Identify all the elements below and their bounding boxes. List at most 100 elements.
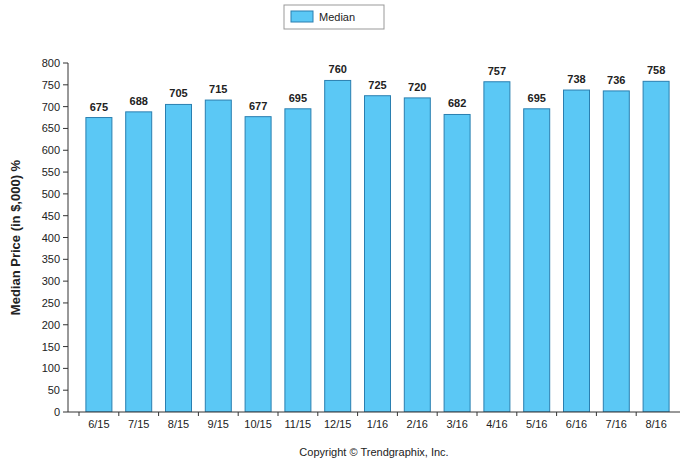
data-label: 675 xyxy=(90,101,108,113)
y-tick-label: 600 xyxy=(42,144,60,156)
y-tick-label: 0 xyxy=(54,406,60,418)
data-label: 725 xyxy=(368,79,386,91)
data-label: 760 xyxy=(329,63,347,75)
x-tick-label: 9/15 xyxy=(208,418,229,430)
bar xyxy=(404,98,430,412)
bar xyxy=(86,118,112,412)
x-tick xyxy=(516,412,517,416)
bar xyxy=(245,117,271,412)
x-tick xyxy=(437,412,438,416)
y-tick xyxy=(63,215,68,216)
y-tick xyxy=(63,172,68,173)
y-tick-label: 650 xyxy=(42,122,60,134)
data-label: 715 xyxy=(209,83,227,95)
y-tick xyxy=(63,63,68,64)
y-tick xyxy=(63,281,68,282)
x-tick-label: 5/16 xyxy=(526,418,547,430)
bar xyxy=(444,114,470,412)
data-label: 738 xyxy=(567,73,585,85)
y-tick-label: 250 xyxy=(42,297,60,309)
y-tick xyxy=(63,106,68,107)
x-tick xyxy=(278,412,279,416)
legend-swatch xyxy=(291,11,313,22)
y-tick-label: 800 xyxy=(42,57,60,69)
x-tick xyxy=(397,412,398,416)
bar xyxy=(285,109,311,412)
y-tick xyxy=(63,84,68,85)
bar xyxy=(524,109,550,412)
x-tick xyxy=(556,412,557,416)
x-tick-label: 7/15 xyxy=(128,418,149,430)
x-tick-label: 10/15 xyxy=(244,418,272,430)
legend-box xyxy=(284,5,384,29)
x-axis-line xyxy=(68,412,680,413)
y-tick xyxy=(63,346,68,347)
y-tick xyxy=(63,302,68,303)
x-tick-label: 6/15 xyxy=(88,418,109,430)
bar xyxy=(603,91,629,412)
bar xyxy=(205,100,231,412)
data-label: 695 xyxy=(528,92,546,104)
y-tick xyxy=(63,237,68,238)
bar xyxy=(166,104,192,412)
data-label: 677 xyxy=(249,100,267,112)
chart-svg: 675 688 705 715 677 695 760 725 720 682 757 695 738 7… xyxy=(0,0,690,465)
y-tick-label: 500 xyxy=(42,188,60,200)
data-label: 758 xyxy=(647,64,665,76)
bars xyxy=(86,80,669,412)
x-tick xyxy=(118,412,119,416)
x-tick xyxy=(636,412,637,416)
data-label: 720 xyxy=(408,81,426,93)
x-tick xyxy=(596,412,597,416)
x-tick xyxy=(477,412,478,416)
y-tick xyxy=(63,324,68,325)
bar xyxy=(126,112,152,412)
data-label: 757 xyxy=(488,65,506,77)
y-tick-label: 750 xyxy=(42,79,60,91)
y-tick xyxy=(63,368,68,369)
x-tick xyxy=(79,412,80,416)
y-tick-label: 350 xyxy=(42,253,60,265)
data-label: 705 xyxy=(169,87,187,99)
data-label: 736 xyxy=(607,74,625,86)
legend-label: Median xyxy=(319,11,355,23)
bar xyxy=(564,90,590,412)
y-tick-label: 450 xyxy=(42,210,60,222)
x-tick xyxy=(198,412,199,416)
bar xyxy=(643,81,669,412)
data-label: 688 xyxy=(130,95,148,107)
x-tick-label: 4/16 xyxy=(486,418,507,430)
y-tick xyxy=(63,193,68,194)
x-tick-label: 1/16 xyxy=(367,418,388,430)
x-tick xyxy=(317,412,318,416)
bar xyxy=(484,82,510,412)
x-tick xyxy=(357,412,358,416)
y-axis-label: Median Price (in $,000) % xyxy=(8,159,23,315)
y-tick xyxy=(63,390,68,391)
y-tick xyxy=(63,150,68,151)
bar xyxy=(365,96,391,412)
chart-container: 675 688 705 715 677 695 760 725 720 682 757 695 738 7… xyxy=(0,0,690,465)
y-tick-label: 300 xyxy=(42,275,60,287)
y-tick xyxy=(63,259,68,260)
x-tick-label: 8/16 xyxy=(645,418,666,430)
x-tick-label: 2/16 xyxy=(407,418,428,430)
x-tick xyxy=(158,412,159,416)
legend: Median xyxy=(284,5,384,29)
data-label: 682 xyxy=(448,97,466,109)
y-tick-label: 550 xyxy=(42,166,60,178)
y-tick-label: 400 xyxy=(42,232,60,244)
data-label: 695 xyxy=(289,92,307,104)
x-tick-label: 12/15 xyxy=(324,418,352,430)
x-tick-label: 6/16 xyxy=(566,418,587,430)
y-tick-label: 100 xyxy=(42,362,60,374)
x-tick-label: 7/16 xyxy=(606,418,627,430)
y-tick-label: 150 xyxy=(42,341,60,353)
bar xyxy=(325,80,351,412)
y-tick-label: 700 xyxy=(42,101,60,113)
y-tick-label: 50 xyxy=(48,384,60,396)
x-tick-label: 8/15 xyxy=(168,418,189,430)
copyright: Copyright © Trendgraphix, Inc. xyxy=(299,446,448,458)
y-tick xyxy=(63,128,68,129)
x-tick-label: 3/16 xyxy=(446,418,467,430)
